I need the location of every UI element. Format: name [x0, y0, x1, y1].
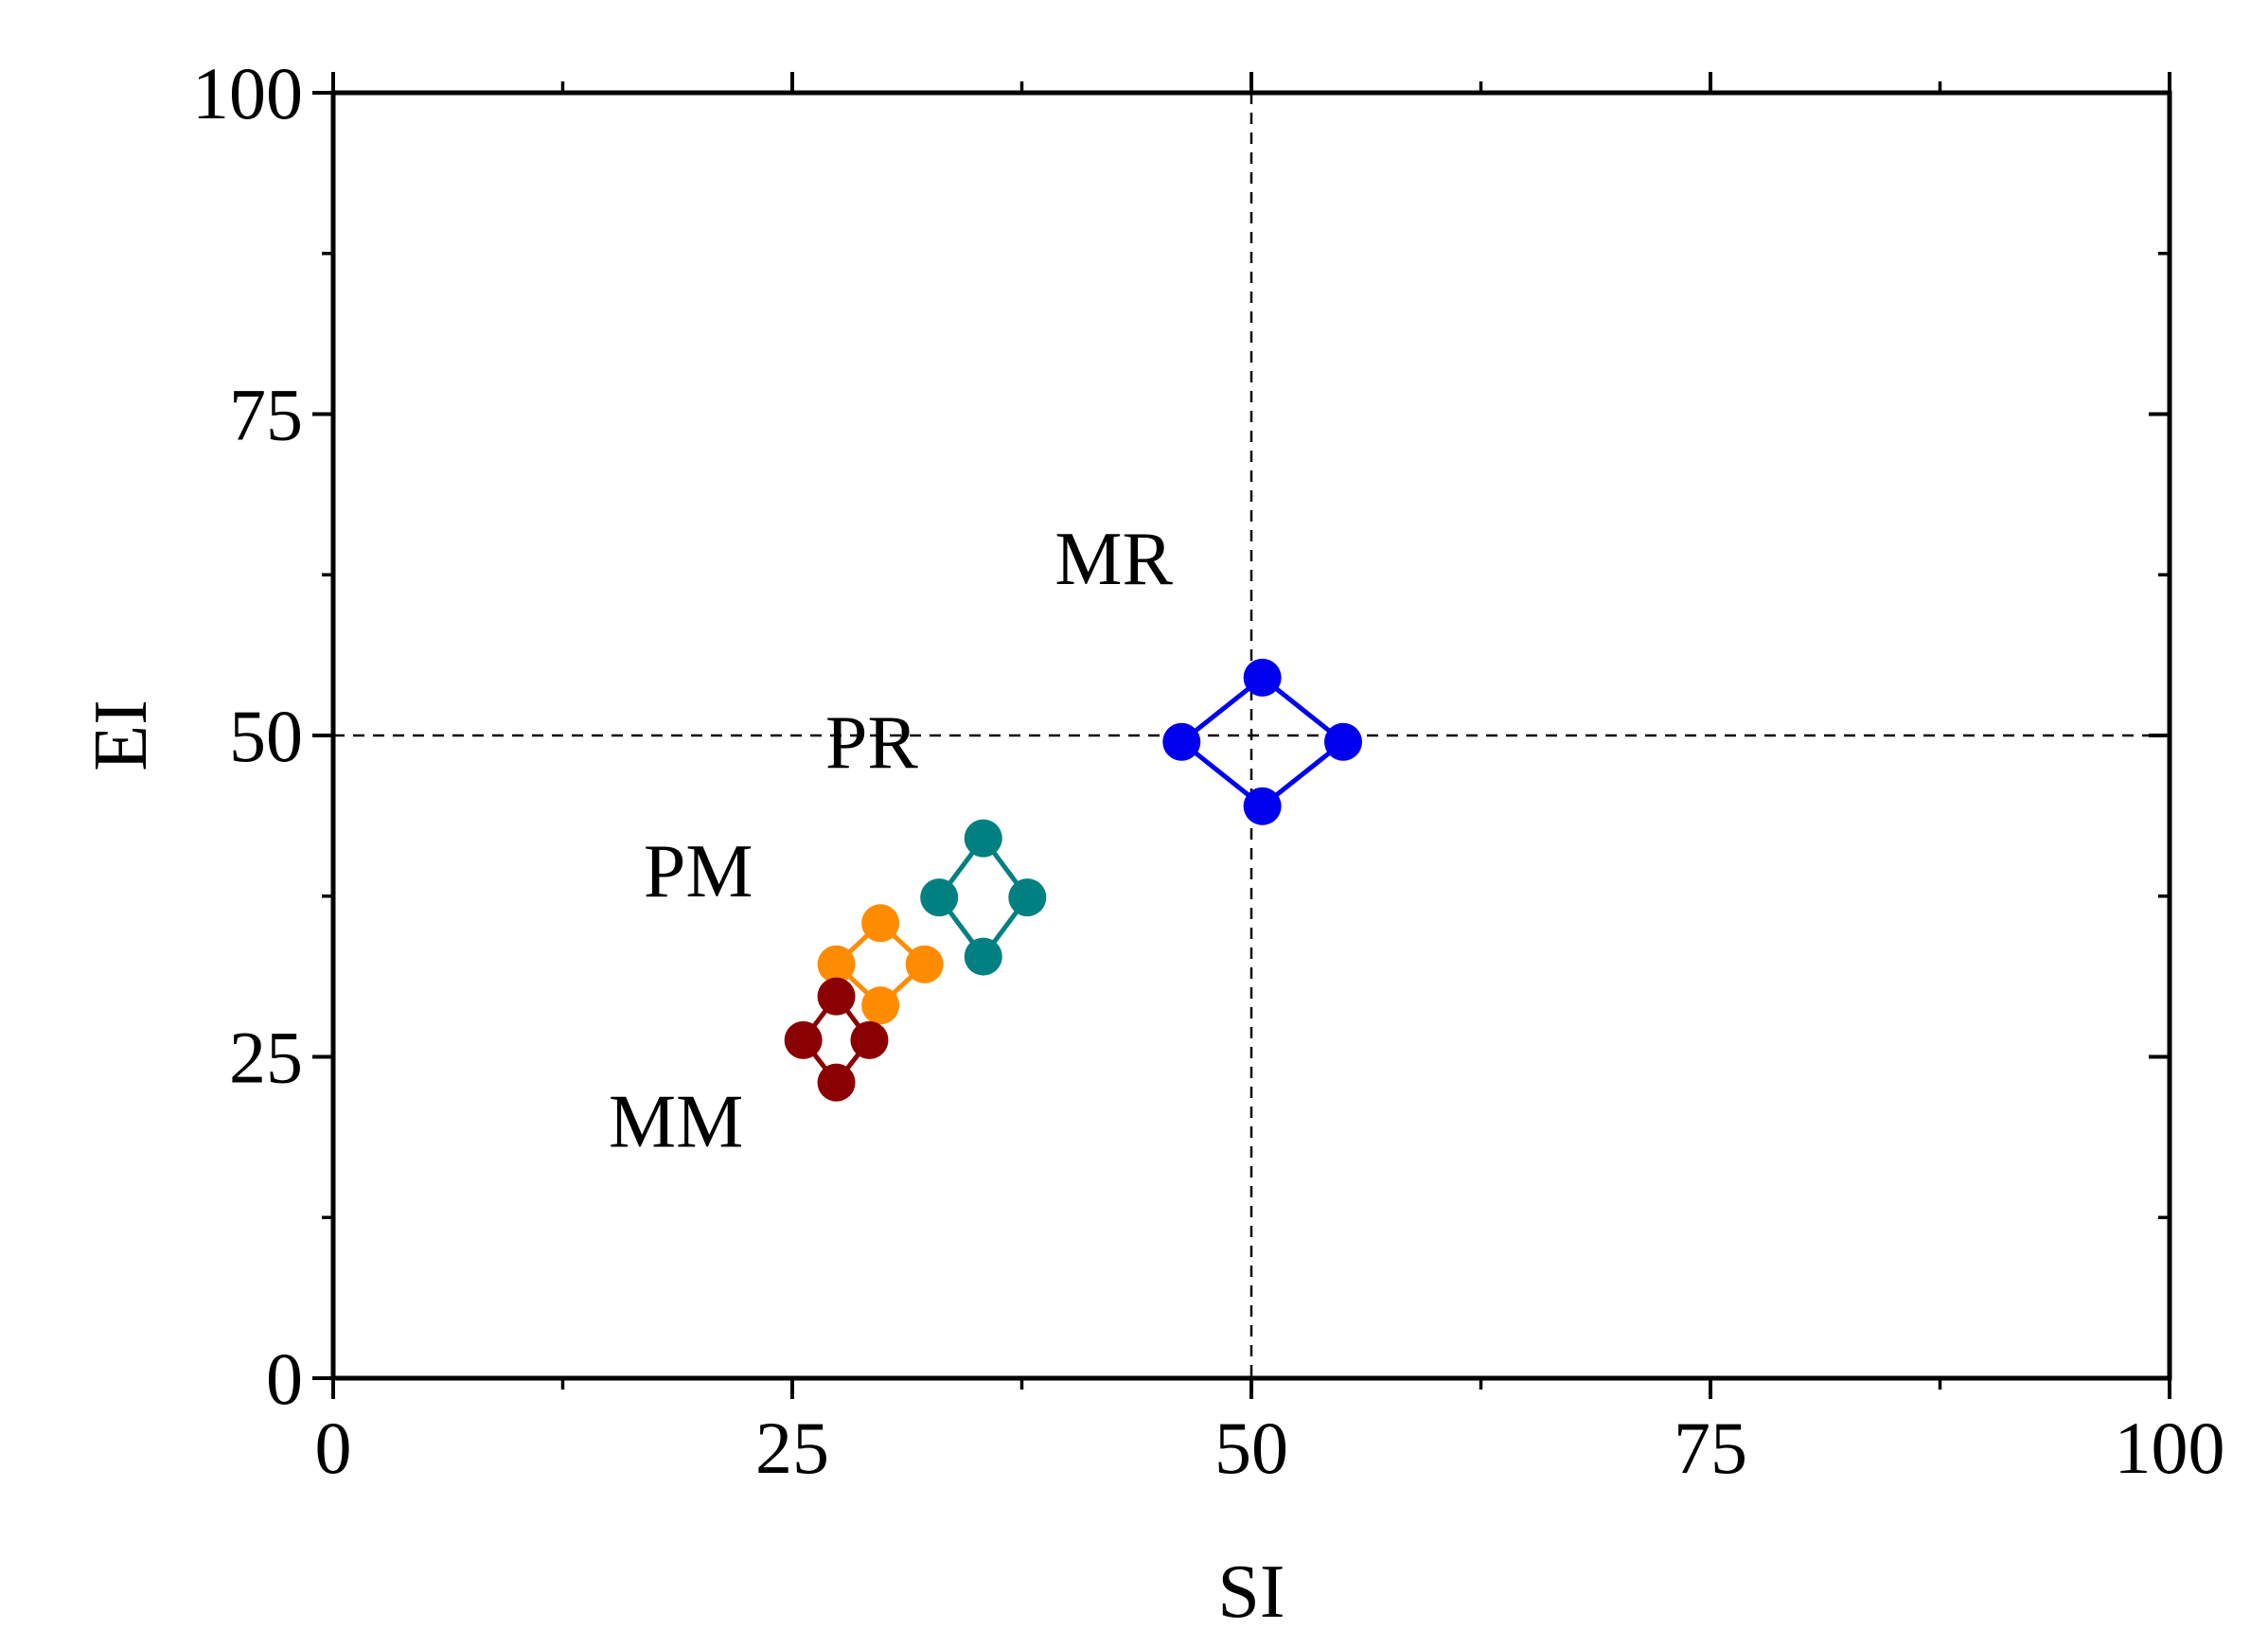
- y-tick-label: 25: [229, 1017, 303, 1099]
- data-point: [964, 819, 1002, 858]
- x-axis-title: SI: [1217, 1550, 1285, 1634]
- plot-frame: [330, 90, 2172, 1381]
- series-label-pr: PR: [825, 701, 918, 785]
- reference-lines: [333, 93, 2170, 1378]
- y-tick-label: 0: [266, 1337, 303, 1420]
- tick-labels: 0 25 50 75 100 0 25 50 75 100: [192, 52, 2225, 1489]
- data-point: [861, 904, 900, 943]
- series-layer: [784, 658, 1362, 1102]
- y-tick-label: 50: [229, 695, 303, 777]
- y-axis-title: EI: [80, 700, 163, 771]
- x-tick-label: 0: [315, 1407, 352, 1489]
- series-mr: [1162, 658, 1362, 825]
- x-tick-label: 100: [2115, 1407, 2225, 1489]
- data-point: [817, 945, 856, 983]
- data-point: [817, 977, 856, 1016]
- x-tick-label: 75: [1674, 1407, 1747, 1489]
- series-labels: MR PR PM MM: [609, 518, 1174, 1164]
- data-point: [1324, 722, 1362, 761]
- data-point: [1243, 658, 1282, 697]
- x-tick-label: 50: [1214, 1407, 1288, 1489]
- series-label-mm: MM: [609, 1081, 743, 1164]
- series-label-pm: PM: [644, 830, 753, 913]
- series-pr: [920, 819, 1047, 976]
- series-pm: [817, 904, 944, 1025]
- data-point: [1243, 787, 1282, 825]
- data-point: [850, 1020, 889, 1059]
- y-tick-label: 75: [229, 374, 303, 456]
- data-point: [920, 878, 959, 917]
- y-tick-label: 100: [192, 52, 303, 134]
- x-tick-label: 25: [755, 1407, 829, 1489]
- data-point: [817, 1063, 856, 1102]
- data-point: [1008, 878, 1047, 917]
- data-point: [964, 937, 1002, 976]
- series-mm: [784, 977, 889, 1102]
- axis-ticks: [312, 72, 2171, 1399]
- data-point: [1162, 722, 1201, 761]
- series-label-mr: MR: [1054, 518, 1173, 601]
- data-point: [905, 945, 944, 983]
- data-point: [861, 986, 900, 1025]
- data-point: [784, 1020, 823, 1059]
